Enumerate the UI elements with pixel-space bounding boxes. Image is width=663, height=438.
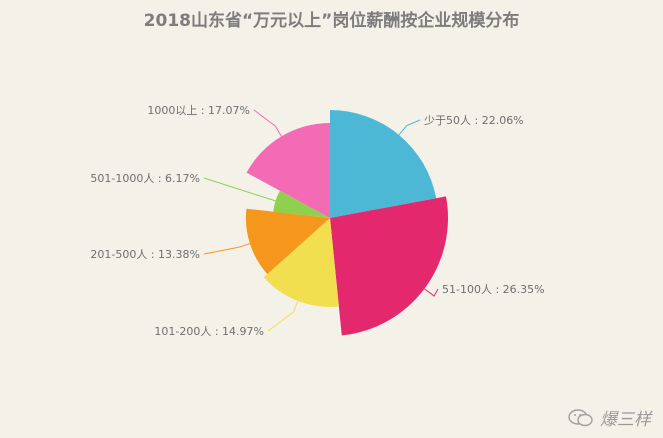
slices-group	[245, 110, 448, 336]
pie-slice	[246, 123, 330, 218]
watermark-text: 爆三样	[600, 410, 651, 430]
leader-line	[398, 119, 421, 136]
slice-label: 201-500人 : 13.38%	[90, 248, 200, 261]
slice-label: 1000以上 : 17.07%	[147, 104, 250, 117]
wechat-icon	[568, 408, 593, 426]
slice-label: 501-1000人 : 6.17%	[90, 172, 200, 185]
leader-line	[424, 288, 439, 297]
chart-title: 2018山东省“万元以上”岗位薪酬按企业规模分布	[143, 11, 520, 31]
pie-slice	[263, 218, 339, 307]
pie-slice	[330, 196, 448, 336]
leader-line	[253, 109, 282, 137]
watermark: 爆三样	[568, 405, 651, 430]
pie-slice	[330, 110, 437, 218]
leader-line	[267, 300, 299, 332]
labels-group: 少于50人 : 22.06% 51-100人 : 26.35% 101-200人 :…	[90, 104, 544, 338]
slice-label: 少于50人 : 22.06%	[424, 114, 524, 127]
leader-line	[203, 177, 276, 202]
leader-line	[203, 243, 251, 255]
pie-slice	[245, 208, 330, 275]
pie-slice	[273, 190, 330, 218]
slice-label: 101-200人 : 14.97%	[154, 325, 264, 338]
leader-lines-group	[203, 109, 439, 332]
slice-label: 51-100人 : 26.35%	[442, 283, 545, 296]
